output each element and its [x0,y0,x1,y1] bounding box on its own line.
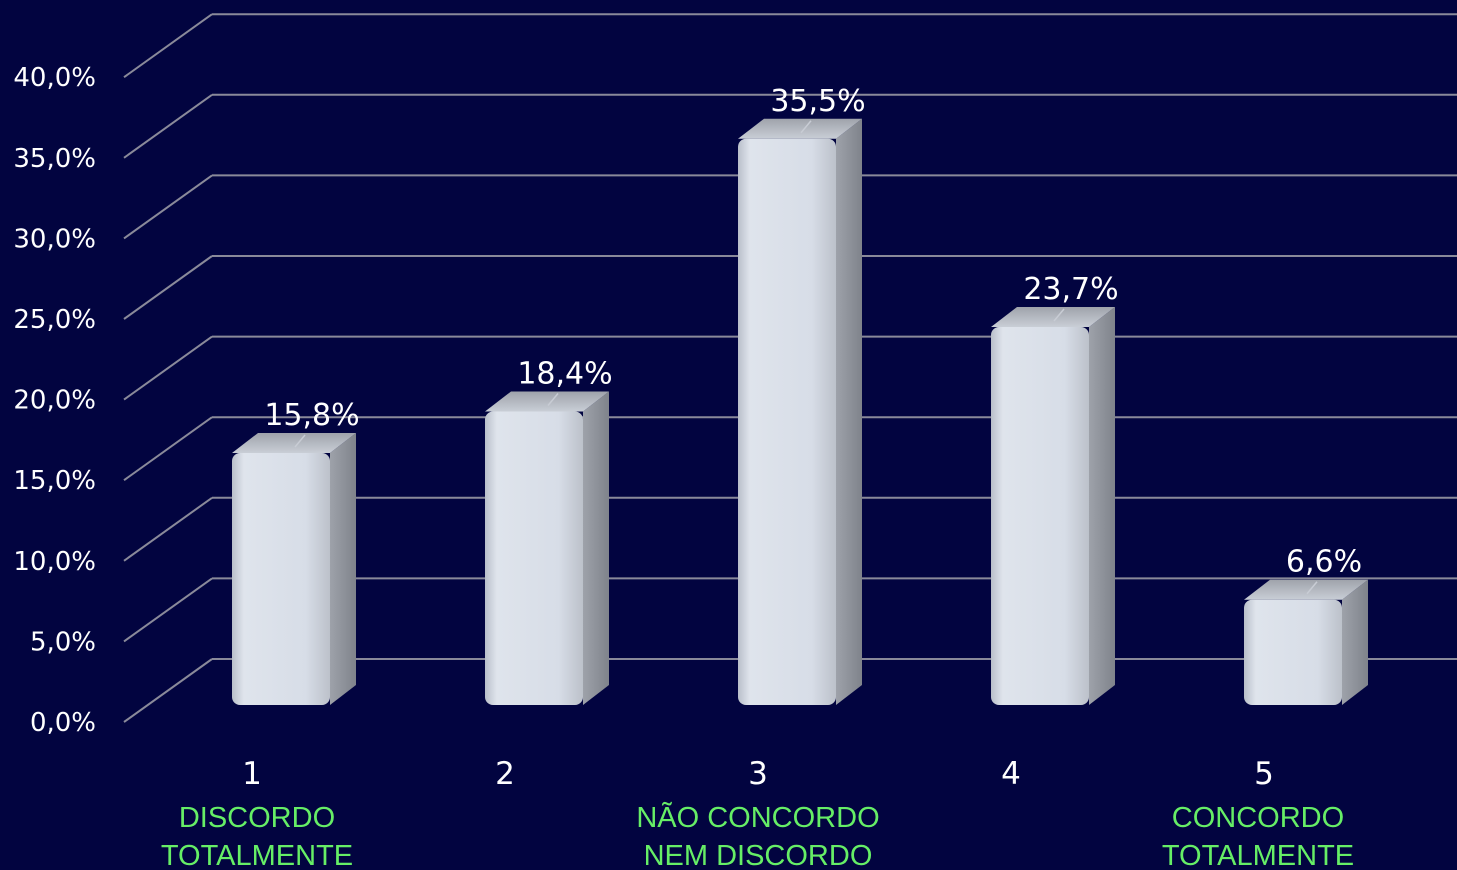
bar-top [991,306,1115,327]
y-tick-label: 10,0% [13,547,96,577]
bar-3 [738,118,862,705]
x-category-label: 4 [1001,756,1021,792]
gridline-depth [123,658,213,723]
bar-front [1244,599,1342,705]
bar-1 [232,432,356,705]
data-label-leader [1053,308,1065,322]
y-tick-label: 40,0% [13,63,96,93]
bar-4 [991,306,1115,705]
gridline-depth [123,13,213,79]
data-labels: 15,8% 18,4% 35,5% 23,7% 6,6% [264,84,1362,595]
x-category-description: TOTALMENTE [161,840,353,870]
data-label-leader [1306,581,1318,595]
gridline-depth [123,577,213,643]
gridline-depth [123,255,213,320]
bar-top [232,432,356,453]
data-label-leader [800,120,812,134]
y-tick-label: 5,0% [30,627,96,657]
x-category-label: 3 [748,756,768,792]
y-tick-label: 25,0% [13,305,96,335]
data-label: 23,7% [1023,272,1118,307]
y-tick-label: 20,0% [13,386,96,416]
data-label: 6,6% [1286,545,1362,580]
x-axis-categories: 1 DISCORDO TOTALMENTE 2 3 NÃO CONCORDO NEM DIS… [161,756,1354,870]
x-category-label: 5 [1254,756,1274,792]
data-label-leader [547,393,559,407]
bar-side [330,432,356,705]
gridline-depth [123,496,213,562]
y-tick-label: 30,0% [13,224,96,254]
bar-top [485,391,609,412]
x-category-description: DISCORDO [179,802,335,834]
bar-side [583,391,609,705]
bar-front [991,326,1089,705]
gridline-depth [123,93,213,159]
bar-front [232,452,330,705]
data-label-leader [294,434,306,448]
data-label: 15,8% [264,398,359,433]
x-category-description: NÃO CONCORDO [636,800,879,834]
y-axis-ticks: 0,0% 5,0% 10,0% 15,0% 20,0% 25,0% 30,0% 35,0% 40… [13,63,96,738]
x-category-label: 1 [242,756,262,792]
gridline-depth [123,335,213,401]
bar-2 [485,391,609,705]
bar-front [738,138,836,705]
bar-5 [1244,579,1368,705]
bar-top [1244,579,1368,600]
gridline-depth [123,174,213,240]
bar-side [1089,306,1115,705]
bars [232,118,1368,705]
bar-front [485,411,583,705]
y-tick-label: 15,0% [13,466,96,496]
x-category-label: 2 [495,756,515,792]
data-label: 18,4% [517,357,612,392]
x-category-description: CONCORDO [1172,802,1344,834]
gridline-depth [123,416,213,482]
x-category-description: NEM DISCORDO [644,840,873,870]
data-label: 35,5% [770,84,865,119]
bar-top [738,118,862,139]
bar-side [1342,579,1368,705]
y-tick-label: 35,0% [13,144,96,174]
y-tick-label: 0,0% [30,708,96,738]
bar-side [836,118,862,705]
x-category-description: TOTALMENTE [1162,840,1354,870]
